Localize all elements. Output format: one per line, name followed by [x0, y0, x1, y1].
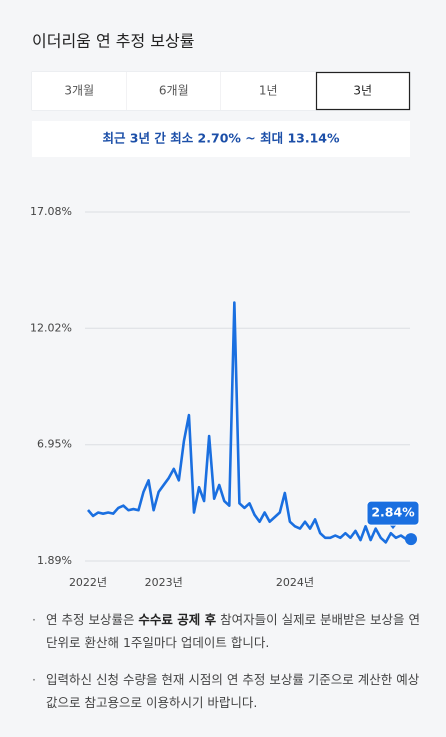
note-text: 입력하신 신청 수량을 현재 시점의 연 추정 보상률 기준으로 계산한 예상값… — [46, 672, 420, 710]
x-tick-label: 2024년 — [276, 576, 314, 589]
title: 이더리움 연 추정 보상률 — [32, 32, 194, 51]
data-line — [87, 301, 412, 544]
note-text: 참여자들이 실제로 분배받은 보상을 연 단위로 환산해 1주일마다 업데이트 … — [46, 612, 421, 650]
y-tick-label: 6.95% — [37, 438, 72, 451]
x-tick-label: 2023년 — [145, 576, 183, 589]
range-banner — [32, 121, 410, 157]
note-text: 수수료 공제 후 — [138, 612, 217, 627]
note: 연 추정 보상률은 수수료 공제 후 참여자들이 실제로 분배받은 보상을 연 … — [32, 608, 422, 654]
tab[interactable] — [126, 72, 222, 110]
y-tick-label: 17.08% — [30, 205, 72, 218]
tab-label[interactable]: 3년 — [353, 84, 372, 98]
tab[interactable] — [32, 72, 127, 110]
note-text: 연 추정 보상률은 — [46, 612, 139, 627]
tab[interactable] — [221, 72, 316, 110]
tab[interactable] — [315, 71, 411, 111]
y-tick-label: 1.89% — [37, 554, 72, 567]
end-dot — [405, 533, 417, 546]
tooltip — [366, 500, 420, 526]
note: 입력하신 신청 수량을 현재 시점의 연 추정 보상률 기준으로 계산한 예상값… — [32, 668, 422, 714]
tab-label[interactable]: 1년 — [259, 84, 278, 98]
x-tick-label: 2022년 — [69, 576, 107, 589]
y-tick-label: 12.02% — [30, 321, 72, 334]
range-text: 최근 3년 간 최소 2.70% ~ 최대 13.14% — [102, 131, 340, 146]
tooltip-label: 2.84% — [371, 505, 415, 520]
tab-label[interactable]: 3개월 — [64, 84, 94, 98]
notes: 연 추정 보상률은 수수료 공제 후 참여자들이 실제로 분배받은 보상을 연 … — [32, 608, 422, 728]
chart-widget: 이더리움 연 추정 보상률 최근 3년 간 최소 2.70% ~ 최대 13.1… — [30, 32, 420, 589]
tab-label[interactable]: 6개월 — [159, 84, 189, 98]
